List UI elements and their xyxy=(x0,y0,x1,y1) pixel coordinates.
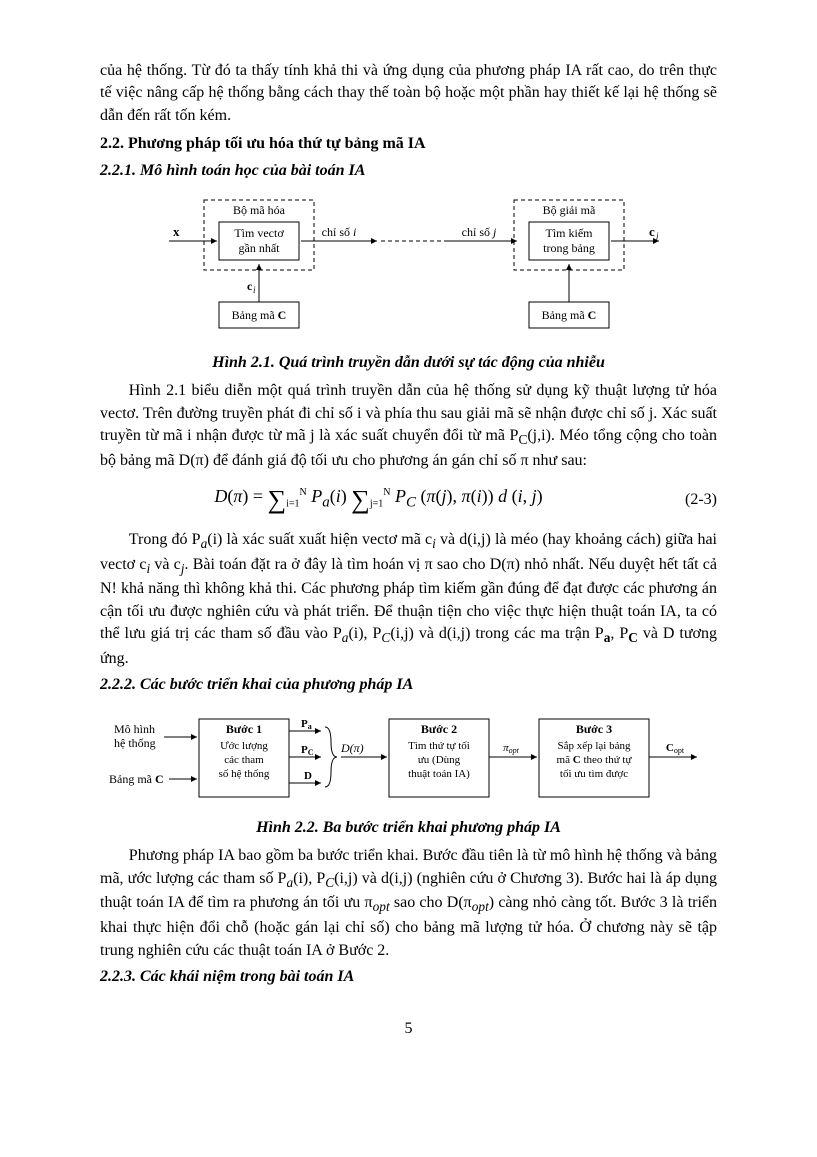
figure-caption-2-2: Hình 2.2. Ba bước triển khai phương pháp… xyxy=(100,817,717,839)
svg-text:Bộ giải mã: Bộ giải mã xyxy=(542,203,595,217)
paragraph: của hệ thống. Từ đó ta thấy tính khả thi… xyxy=(100,60,717,127)
svg-text:c: c xyxy=(649,224,655,239)
svg-text:hệ thống: hệ thống xyxy=(114,736,156,750)
svg-text:Mô hình: Mô hình xyxy=(114,722,155,736)
svg-text:thuật toán IA): thuật toán IA) xyxy=(408,768,470,780)
figure-2-2: Mô hình hệ thống Bảng mã C Bước 1 Ước lư… xyxy=(100,707,717,807)
paragraph: Trong đó Pa(i) là xác suất xuất hiện vec… xyxy=(100,529,717,671)
svg-text:Bảng mã C: Bảng mã C xyxy=(231,308,286,322)
svg-text:các tham: các tham xyxy=(224,754,264,766)
encoder-label: Bộ mã hóa xyxy=(233,203,286,217)
svg-text:mã C theo thứ tự: mã C theo thứ tự xyxy=(556,754,632,766)
svg-text:Tìm kiếm: Tìm kiếm xyxy=(545,226,593,240)
svg-text:Tìm thứ tự tối: Tìm thứ tự tối xyxy=(408,740,470,752)
heading-2-2-2: 2.2.2. Các bước triển khai của phương ph… xyxy=(100,674,717,696)
svg-text:πopt: πopt xyxy=(503,742,520,755)
svg-text:Bước 3: Bước 3 xyxy=(575,722,611,736)
svg-text:x: x xyxy=(173,224,180,239)
paragraph: Hình 2.1 biểu diễn một quá trình truyền … xyxy=(100,380,717,472)
figure-2-1: Bộ mã hóa Tìm vectơ gần nhất Bảng mã C c… xyxy=(100,192,717,342)
svg-text:ưu (Dùng: ưu (Dùng xyxy=(417,754,460,766)
svg-text:chỉ số i: chỉ số i xyxy=(321,225,356,239)
svg-text:Bảng mã C: Bảng mã C xyxy=(541,308,596,322)
svg-text:i: i xyxy=(253,285,256,295)
heading-2-2-1: 2.2.1. Mô hình toán học của bài toán IA xyxy=(100,160,717,182)
svg-text:trong bảng: trong bảng xyxy=(543,241,595,255)
page-number: 5 xyxy=(100,1018,717,1040)
svg-text:j: j xyxy=(655,231,659,241)
svg-text:Copt: Copt xyxy=(665,742,684,755)
svg-text:số hệ thống: số hệ thống xyxy=(218,768,269,780)
svg-text:Sắp xếp lại bảng: Sắp xếp lại bảng xyxy=(557,740,631,752)
svg-text:PC: PC xyxy=(301,744,314,757)
svg-text:D(π): D(π) xyxy=(340,741,364,755)
equation-2-3: D(π) = ∑i=1N Pa(i) ∑j=1N PC (π(j), π(i))… xyxy=(100,482,717,518)
svg-text:Ước lượng: Ước lượng xyxy=(220,740,268,752)
svg-text:Bước 2: Bước 2 xyxy=(420,722,456,736)
svg-text:Pa: Pa xyxy=(301,718,312,731)
svg-text:chỉ số j: chỉ số j xyxy=(461,225,496,239)
svg-text:Bảng mã C: Bảng mã C xyxy=(109,772,164,786)
heading-2-2: 2.2. Phương pháp tối ưu hóa thứ tự bảng … xyxy=(100,133,717,155)
svg-text:D: D xyxy=(304,770,312,782)
paragraph: Phương pháp IA bao gồm ba bước triển kha… xyxy=(100,845,717,962)
svg-text:tối ưu tìm được: tối ưu tìm được xyxy=(559,768,627,780)
svg-text:Bước 1: Bước 1 xyxy=(225,722,261,736)
heading-2-2-3: 2.2.3. Các khái niệm trong bài toán IA xyxy=(100,966,717,988)
figure-caption-2-1: Hình 2.1. Quá trình truyền dẫn dưới sự t… xyxy=(100,352,717,374)
svg-text:Tìm vectơ: Tìm vectơ xyxy=(234,226,284,240)
svg-text:gần nhất: gần nhất xyxy=(238,241,280,255)
